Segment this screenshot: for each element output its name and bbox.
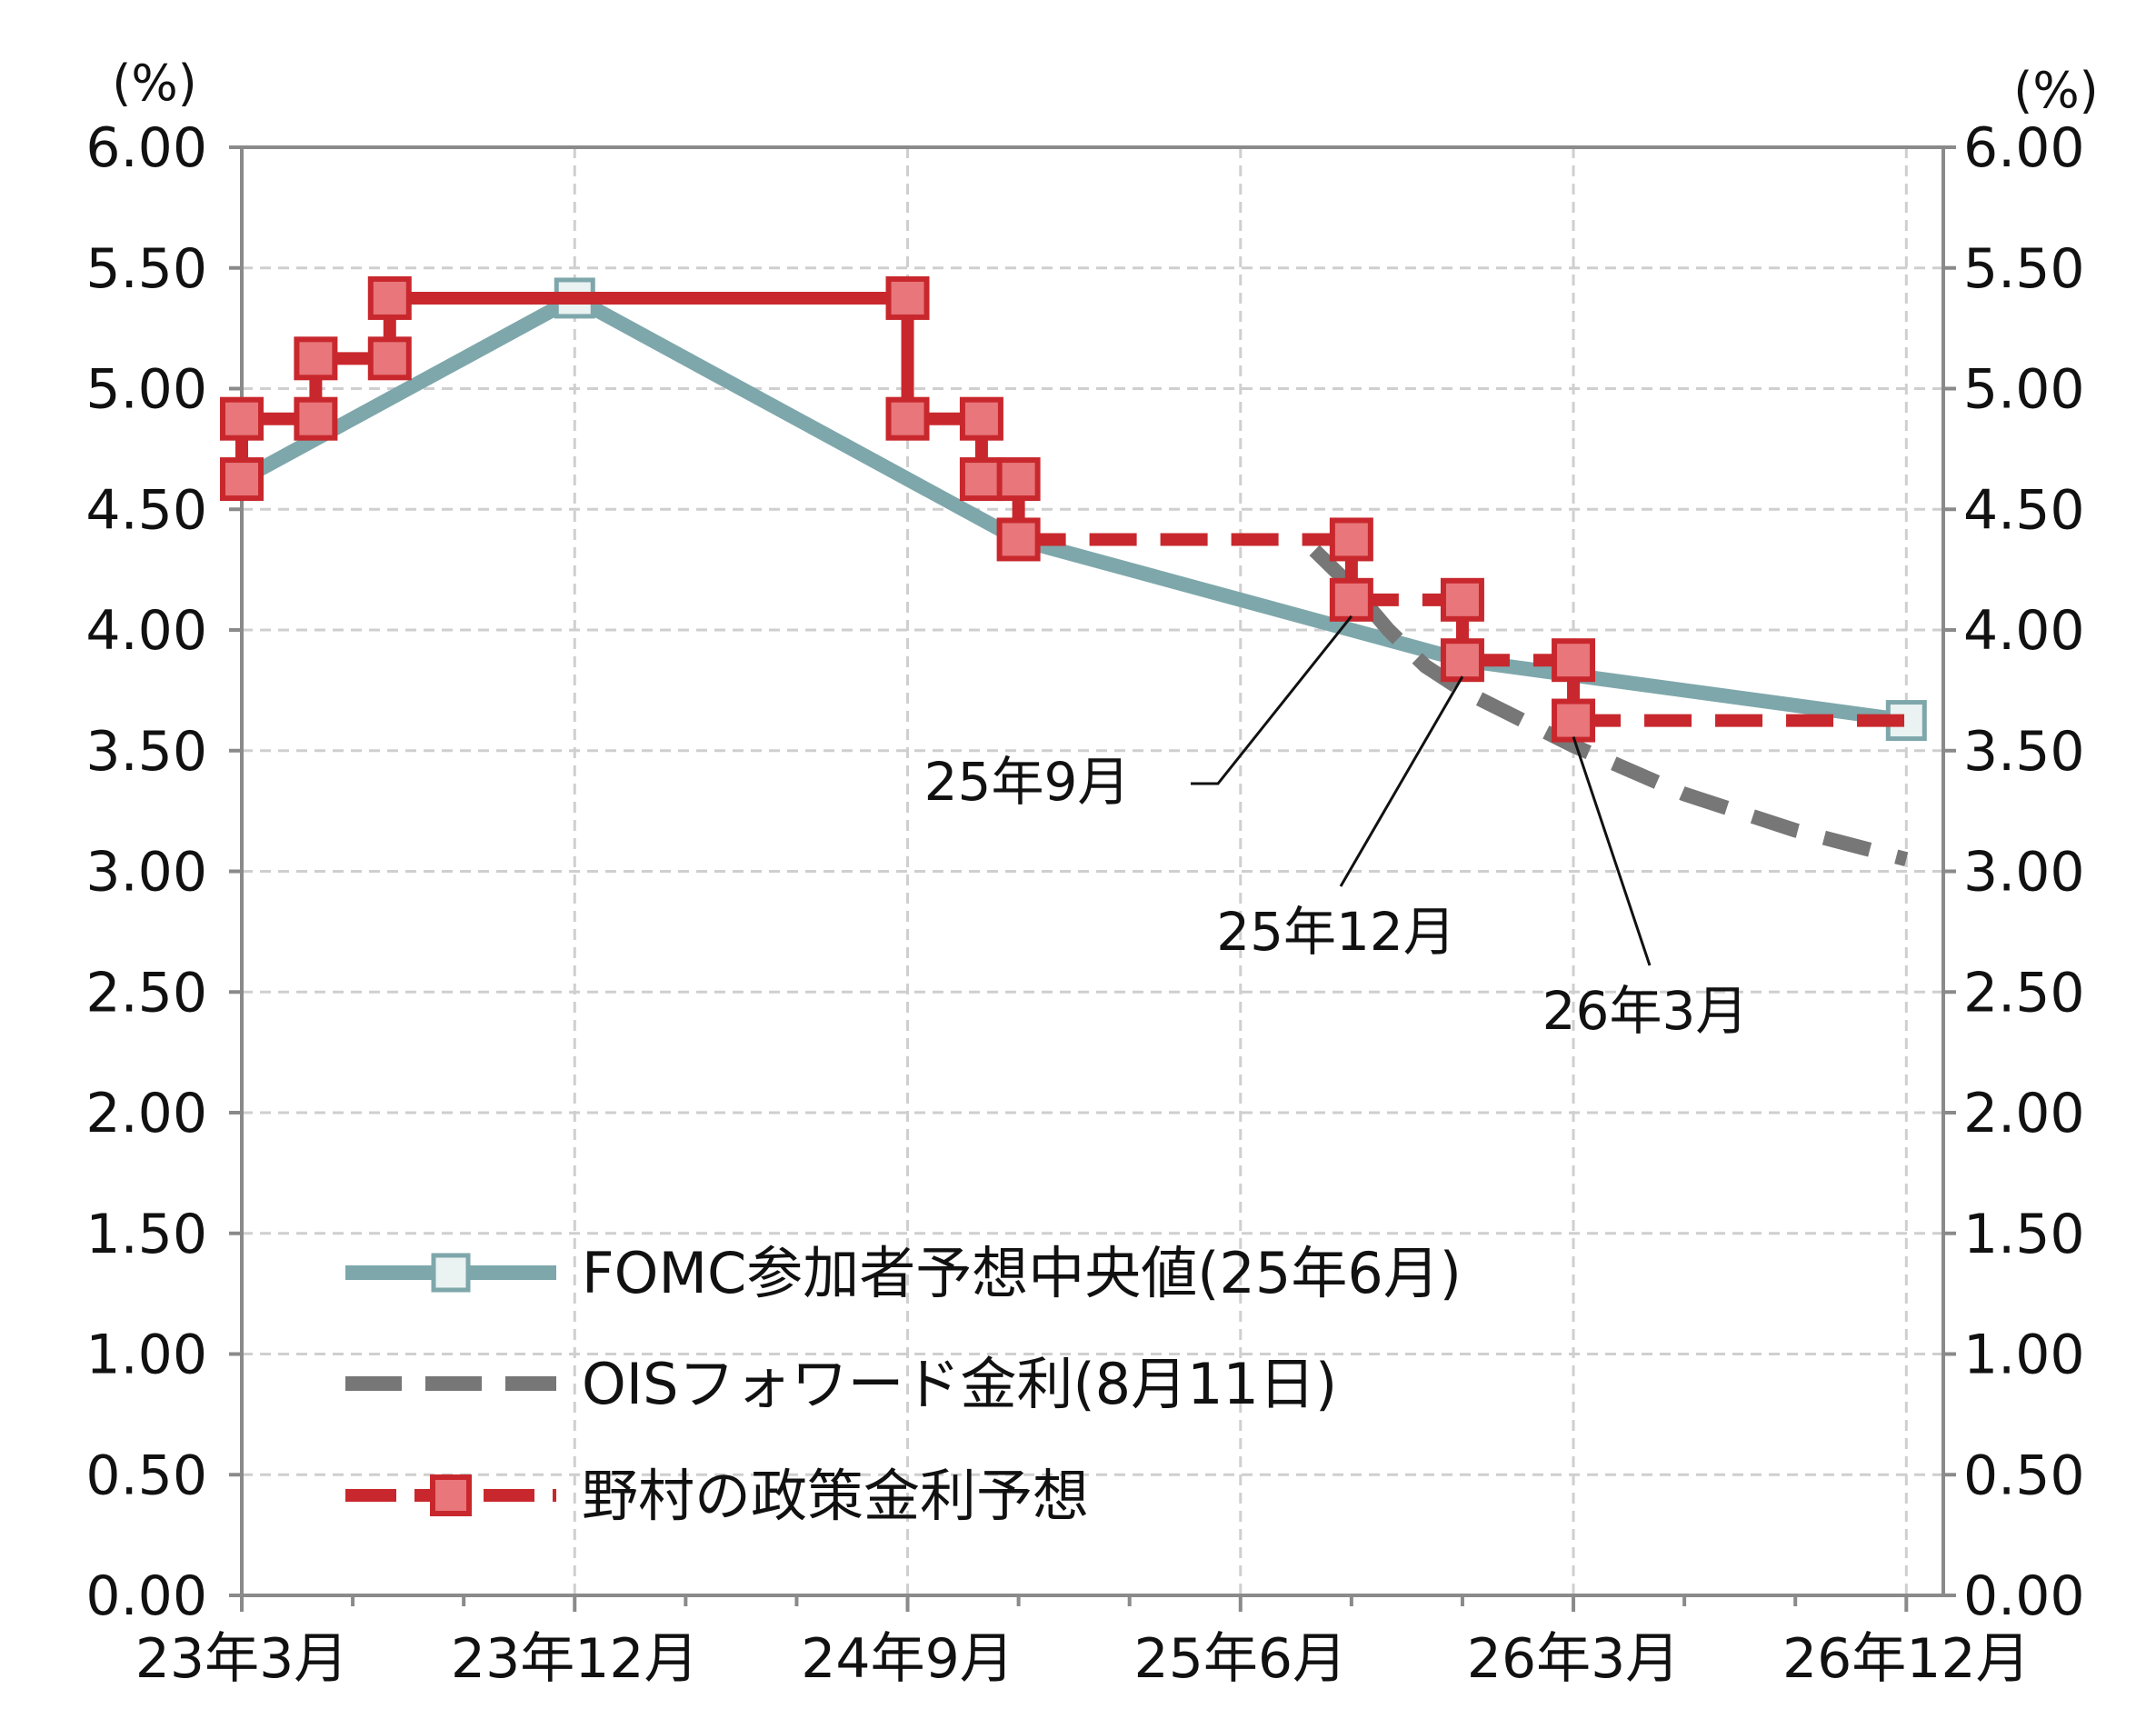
legend-label-nomura: 野村の政策金利予想	[582, 1463, 1089, 1529]
legend-label-fomc: FOMC参加者予想中央値(25年6月)	[582, 1240, 1462, 1306]
y-tick-label-left: 4.00	[85, 599, 207, 663]
y-axis-right: (%) 0.00 0.50 1.00 1.50 2.00 2.50 3.00 3.50 4.00…	[1943, 62, 2099, 1628]
marker-nomura	[885, 396, 930, 441]
y-tick-label-right: 6.00	[1963, 116, 2085, 180]
marker-nomura	[220, 457, 264, 502]
gridlines	[242, 147, 1943, 1595]
marker-nomura	[959, 457, 1003, 502]
y-tick-label-left: 1.50	[85, 1203, 207, 1266]
annotation-label: 25年9月	[924, 751, 1131, 813]
x-tick-label: 24年9月	[801, 1627, 1014, 1691]
x-tick-label: 25年6月	[1134, 1627, 1348, 1691]
y-tick-label-right: 5.00	[1963, 358, 2085, 422]
legend-label-ois: OISフォワード金利(8月11日)	[582, 1351, 1337, 1417]
marker-nomura	[1440, 638, 1484, 683]
y-axis-left-unit: (%)	[112, 55, 196, 112]
legend: FOMC参加者予想中央値(25年6月) OISフォワード金利(8月11日) 野村の政…	[345, 1240, 1462, 1529]
marker-nomura	[996, 457, 1041, 502]
marker-nomura	[220, 396, 264, 441]
series-line-fomc	[238, 290, 1908, 728]
annotation-label: 25年12月	[1216, 901, 1456, 963]
marker-nomura	[885, 275, 930, 320]
x-tick-label: 23年12月	[451, 1627, 699, 1691]
y-tick-label-left: 5.50	[85, 237, 207, 301]
y-tick-label-left: 0.50	[85, 1444, 207, 1507]
y-tick-label-right: 3.50	[1963, 720, 2085, 784]
marker-nomura	[1552, 698, 1596, 743]
y-tick-label-right: 3.00	[1963, 841, 2085, 904]
marker-nomura	[1440, 577, 1484, 622]
x-tick-label: 23年3月	[135, 1627, 349, 1691]
y-tick-label-right: 1.00	[1963, 1324, 2085, 1387]
series-line-ois	[1309, 545, 1909, 866]
y-tick-label-left: 3.00	[85, 841, 207, 904]
marker-nomura	[1329, 517, 1373, 562]
series-lines	[220, 275, 1927, 866]
marker-nomura	[367, 336, 412, 381]
y-tick-label-right: 5.50	[1963, 237, 2085, 301]
annotations: 25年9月 25年12月 26年3月	[924, 615, 1749, 1042]
y-axis-left: (%) 0.00 0.50 1.00 1.50 2.00 2.50 3.00 3.50 4.00…	[85, 55, 242, 1628]
x-tick-label: 26年12月	[1782, 1627, 2031, 1691]
y-tick-label-right: 2.50	[1963, 961, 2085, 1024]
x-tick-label: 26年3月	[1467, 1627, 1681, 1691]
annotation-label: 26年3月	[1542, 980, 1749, 1042]
y-tick-label-left: 2.00	[85, 1082, 207, 1145]
y-tick-label-right: 1.50	[1963, 1203, 2085, 1266]
annotation-leader-line	[1339, 675, 1464, 887]
y-tick-label-left: 6.00	[85, 116, 207, 180]
y-tick-label-left: 5.00	[85, 358, 207, 422]
y-tick-label-left: 0.00	[85, 1564, 207, 1628]
marker-nomura	[1552, 638, 1596, 683]
y-tick-label-right: 2.00	[1963, 1082, 2085, 1145]
y-tick-label-left: 1.00	[85, 1324, 207, 1387]
y-tick-label-right: 4.00	[1963, 599, 2085, 663]
legend-marker-fomc	[431, 1253, 471, 1293]
marker-nomura	[1329, 577, 1373, 622]
y-tick-label-left: 2.50	[85, 961, 207, 1024]
marker-nomura	[294, 336, 338, 381]
y-tick-label-left: 3.50	[85, 720, 207, 784]
legend-marker-nomura	[430, 1474, 472, 1516]
annotation-leader-line	[1191, 615, 1353, 785]
marker-nomura	[959, 396, 1003, 441]
annotation-leader-line	[1572, 736, 1652, 966]
y-tick-label-right: 0.50	[1963, 1444, 2085, 1507]
marker-nomura	[367, 275, 412, 320]
y-tick-label-left: 4.50	[85, 478, 207, 542]
x-axis: 23年3月 23年12月 24年9月 25年6月 26年3月 26年12月	[135, 1595, 2031, 1691]
marker-nomura	[294, 396, 338, 441]
y-axis-right-unit: (%)	[2013, 62, 2098, 119]
y-tick-label-right: 0.00	[1963, 1564, 2085, 1628]
y-tick-label-right: 4.50	[1963, 478, 2085, 542]
marker-nomura	[996, 517, 1041, 562]
